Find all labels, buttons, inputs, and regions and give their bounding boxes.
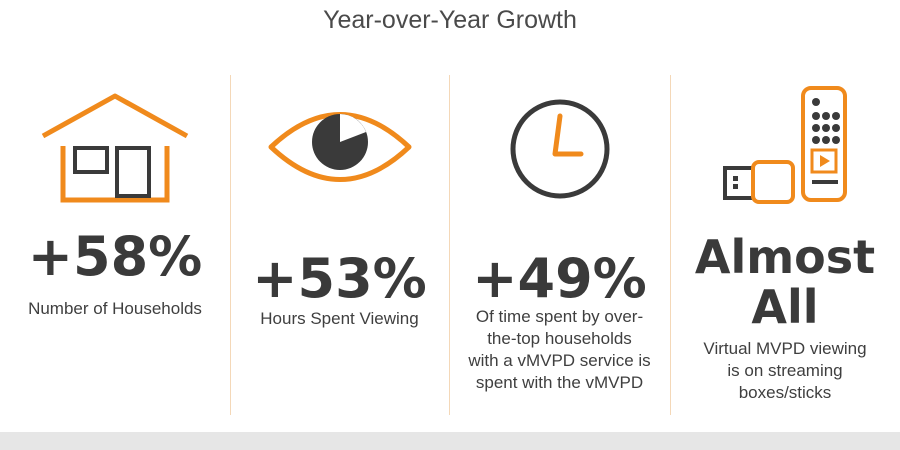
stat-caption: Number of Households xyxy=(28,299,202,318)
stat-card-streaming: Almost All Virtual MVPD viewing is on st… xyxy=(670,80,900,420)
stat-value: +58% xyxy=(27,225,203,288)
stat-caption-line: with a vMVPD service is xyxy=(468,351,651,370)
column-divider xyxy=(670,75,671,415)
stat-value: +53% xyxy=(252,247,427,310)
stat-value: +49% xyxy=(472,247,647,310)
eye-icon xyxy=(268,112,411,182)
column-divider xyxy=(230,75,231,415)
page-title: Year-over-Year Growth xyxy=(323,6,577,34)
column-divider xyxy=(449,75,450,415)
stat-caption-line: is on streaming xyxy=(727,361,843,380)
stat-value-line: Almost xyxy=(694,230,876,284)
stat-card-hours: +53% Hours Spent Viewing xyxy=(230,80,449,420)
stat-card-households: +58% Number of Households xyxy=(0,80,230,420)
stat-caption-line: the-top households xyxy=(487,329,632,348)
stat-value-line: All xyxy=(751,280,819,334)
stat-caption: Hours Spent Viewing xyxy=(260,309,419,328)
footer-band xyxy=(0,432,900,450)
stat-caption-line: Of time spent by over- xyxy=(475,307,644,326)
house-icon xyxy=(41,93,189,203)
stat-caption-line: Virtual MVPD viewing xyxy=(703,339,867,358)
stat-caption-line: spent with the vMVPD xyxy=(475,373,644,392)
streaming-devices-icon xyxy=(723,86,847,204)
stat-card-time-share: +49% Of time spent by over- the-top hous… xyxy=(449,80,670,420)
clock-icon xyxy=(510,99,609,199)
stat-caption-line: boxes/sticks xyxy=(738,383,832,402)
